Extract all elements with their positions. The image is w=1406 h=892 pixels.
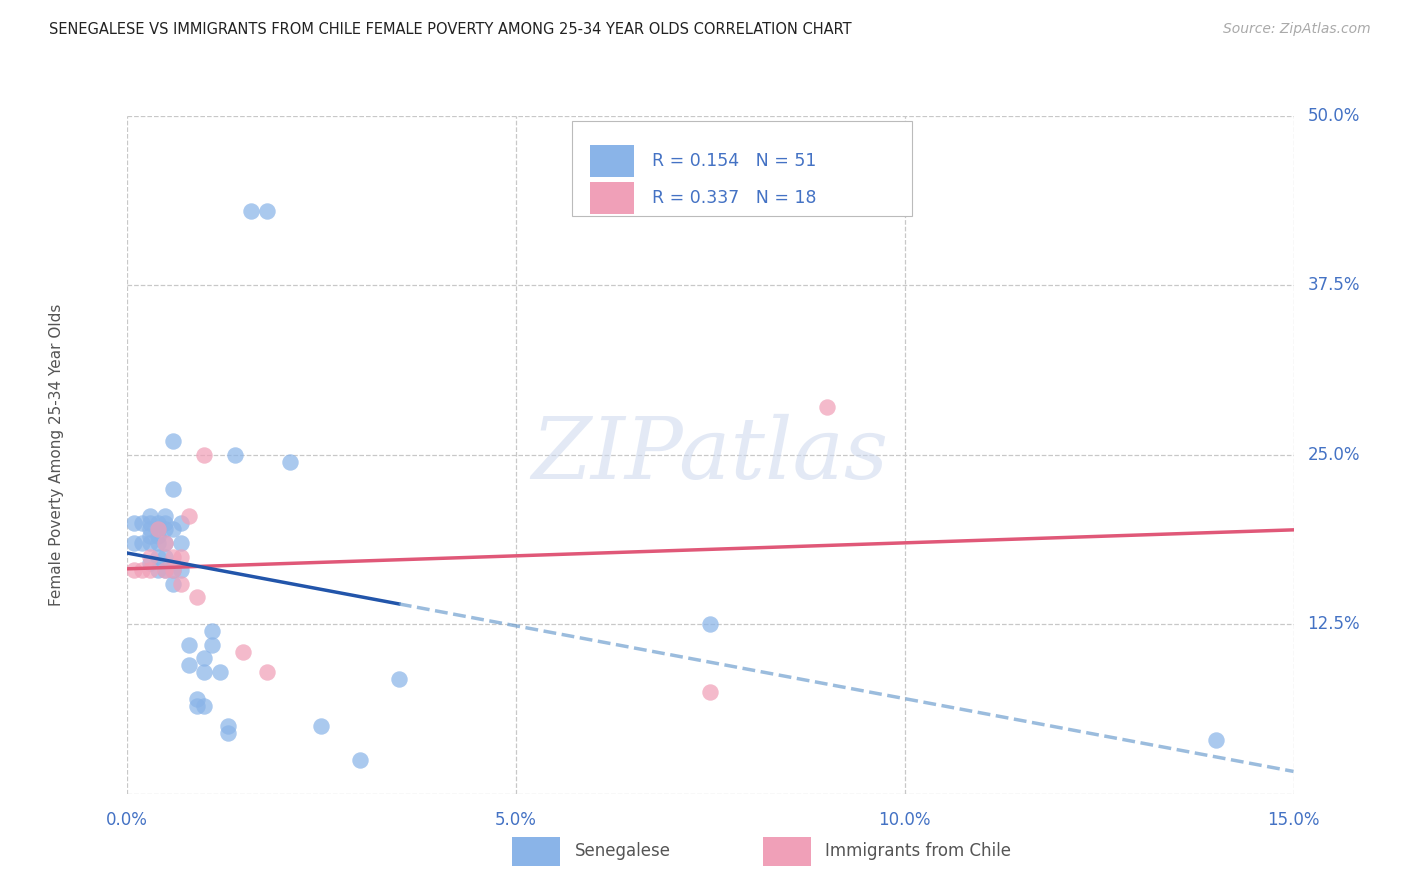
Point [139,549,162,564]
Point [193,448,215,462]
Text: 12.5%: 12.5% [1308,615,1360,633]
Point [139,523,162,537]
Text: R = 0.154   N = 51: R = 0.154 N = 51 [652,153,815,170]
Point [124,536,146,550]
Point [170,516,193,530]
Point [124,563,146,577]
Text: Immigrants from Chile: Immigrants from Chile [825,842,1011,860]
Point [146,563,169,577]
Bar [591,145,634,178]
Point [139,563,162,577]
Point [139,508,162,523]
Point [349,753,371,767]
Point [139,557,162,571]
Text: Source: ZipAtlas.com: Source: ZipAtlas.com [1223,22,1371,37]
Point [162,434,184,449]
Point [699,685,721,699]
Point [193,651,215,665]
Point [139,529,162,543]
Point [124,516,146,530]
Point [193,698,215,713]
Point [170,549,193,564]
Point [146,516,169,530]
Point [162,523,184,537]
Point [201,638,224,652]
Point [217,719,239,733]
Point [186,692,208,706]
Point [256,203,278,218]
Point [193,665,215,679]
Point [146,529,169,543]
Point [699,617,721,632]
Point [162,549,184,564]
Bar [512,837,561,866]
Point [1205,732,1227,747]
Point [177,508,200,523]
Text: R = 0.337   N = 18: R = 0.337 N = 18 [652,189,815,207]
Point [155,508,177,523]
Text: 37.5%: 37.5% [1308,277,1360,294]
Text: 5.0%: 5.0% [495,811,537,829]
Text: ZIPatlas: ZIPatlas [531,414,889,496]
Point [146,523,169,537]
Bar [591,181,634,214]
Point [162,563,184,577]
Text: 10.0%: 10.0% [879,811,931,829]
Point [155,563,177,577]
Point [155,523,177,537]
Point [815,401,838,415]
Point [155,563,177,577]
Point [131,536,153,550]
Point [388,672,411,686]
Text: SENEGALESE VS IMMIGRANTS FROM CHILE FEMALE POVERTY AMONG 25-34 YEAR OLDS CORRELA: SENEGALESE VS IMMIGRANTS FROM CHILE FEMA… [49,22,852,37]
Point [131,563,153,577]
Point [256,665,278,679]
Point [309,719,332,733]
Point [139,536,162,550]
Point [170,576,193,591]
Point [155,516,177,530]
Point [146,549,169,564]
Point [155,549,177,564]
Text: Female Poverty Among 25-34 Year Olds: Female Poverty Among 25-34 Year Olds [49,304,65,606]
Point [278,455,301,469]
Point [162,482,184,496]
Point [217,726,239,740]
Text: Senegalese: Senegalese [575,842,671,860]
Point [240,203,263,218]
Point [201,624,224,639]
Point [146,523,169,537]
Point [155,536,177,550]
Point [170,563,193,577]
Text: 0.0%: 0.0% [105,811,148,829]
Point [155,536,177,550]
Point [186,698,208,713]
Point [170,536,193,550]
Point [162,576,184,591]
Point [208,665,231,679]
Point [177,658,200,673]
Text: 50.0%: 50.0% [1308,107,1360,125]
FancyBboxPatch shape [572,120,912,216]
Point [139,516,162,530]
Point [232,644,254,658]
Point [224,448,246,462]
Point [177,638,200,652]
Point [146,536,169,550]
Text: 25.0%: 25.0% [1308,446,1360,464]
Point [186,591,208,605]
Text: 15.0%: 15.0% [1267,811,1320,829]
Point [131,516,153,530]
Point [162,563,184,577]
Bar [762,837,811,866]
